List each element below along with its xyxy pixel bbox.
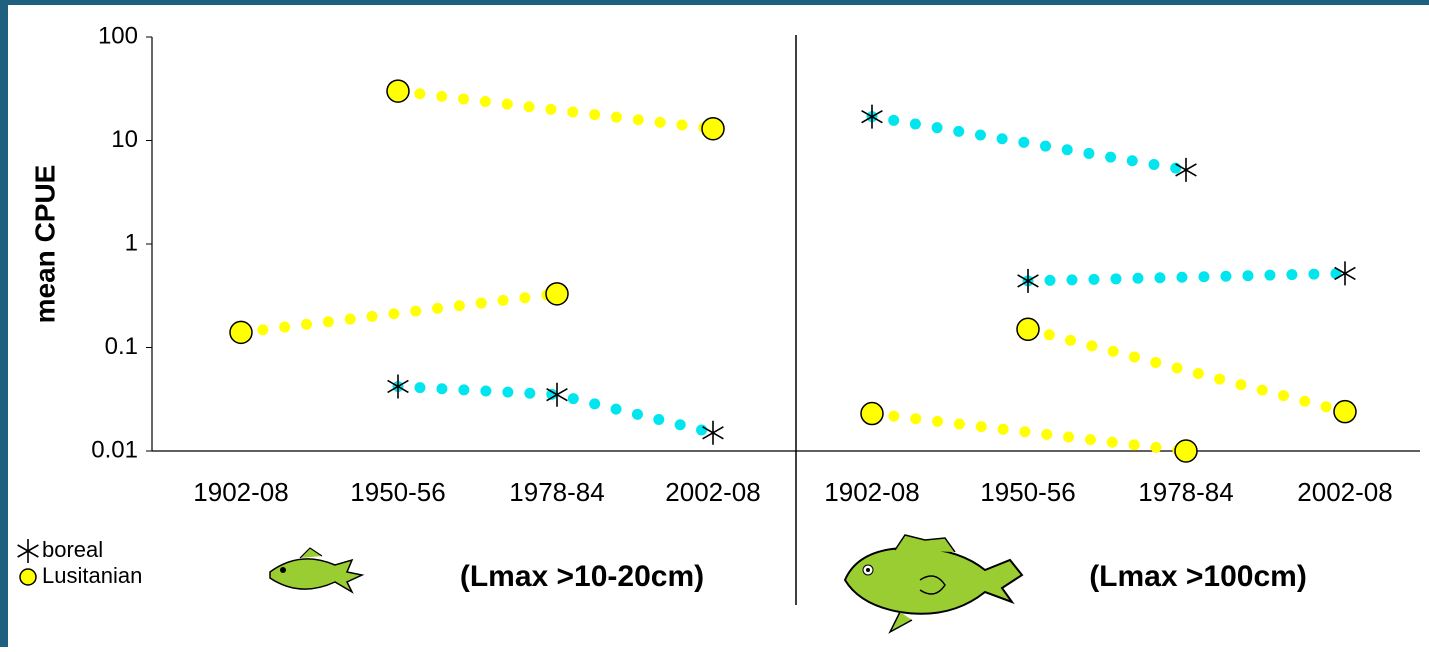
dotted-line [392,85,719,135]
small-fish-icon [269,547,365,594]
large-fish-icon [843,534,1024,634]
marker [545,282,569,306]
legend-marker [19,568,37,586]
x-tick-label: 2002-08 [1297,477,1392,507]
y-tick-label: 0.01 [91,436,138,463]
frame-top [0,0,1429,5]
marker [387,374,409,399]
marker [860,401,884,426]
legend-marker [17,539,39,563]
x-tick-label: 1902-08 [193,477,288,507]
dotted-line [235,288,563,338]
x-tick-label: 1978-84 [1138,477,1233,507]
marker [861,104,883,129]
y-tick-label: 10 [111,126,138,153]
dotted-line [1022,267,1351,287]
marker [229,320,253,345]
x-tick-label: 2002-08 [665,477,760,507]
x-tick-label: 1950-56 [350,477,445,507]
marker [702,420,724,445]
x-tick-label: 1950-56 [980,477,1075,507]
marker [1016,317,1040,342]
dotted-line [866,111,1192,176]
marker [1175,157,1197,182]
y-tick-label: 1 [125,229,138,256]
legend-label: Lusitanian [42,563,142,588]
marker [1017,268,1039,293]
frame-left [0,0,8,647]
legend-label: boreal [42,537,103,562]
x-tick-label: 1902-08 [824,477,919,507]
dotted-line [1022,323,1351,418]
marker [386,79,410,103]
y-axis-label: mean CPUE [29,165,60,324]
y-tick-label: 0.1 [105,333,138,360]
dotted-line [866,408,1192,457]
panel-label: (Lmax >10-20cm) [460,560,704,593]
marker [1334,261,1356,286]
x-tick-label: 1978-84 [509,477,604,507]
marker [1333,399,1357,424]
marker [1174,439,1198,463]
panel-label: (Lmax >100cm) [1089,560,1307,593]
y-tick-label: 100 [98,22,138,49]
marker [701,116,725,141]
marker [546,382,568,407]
